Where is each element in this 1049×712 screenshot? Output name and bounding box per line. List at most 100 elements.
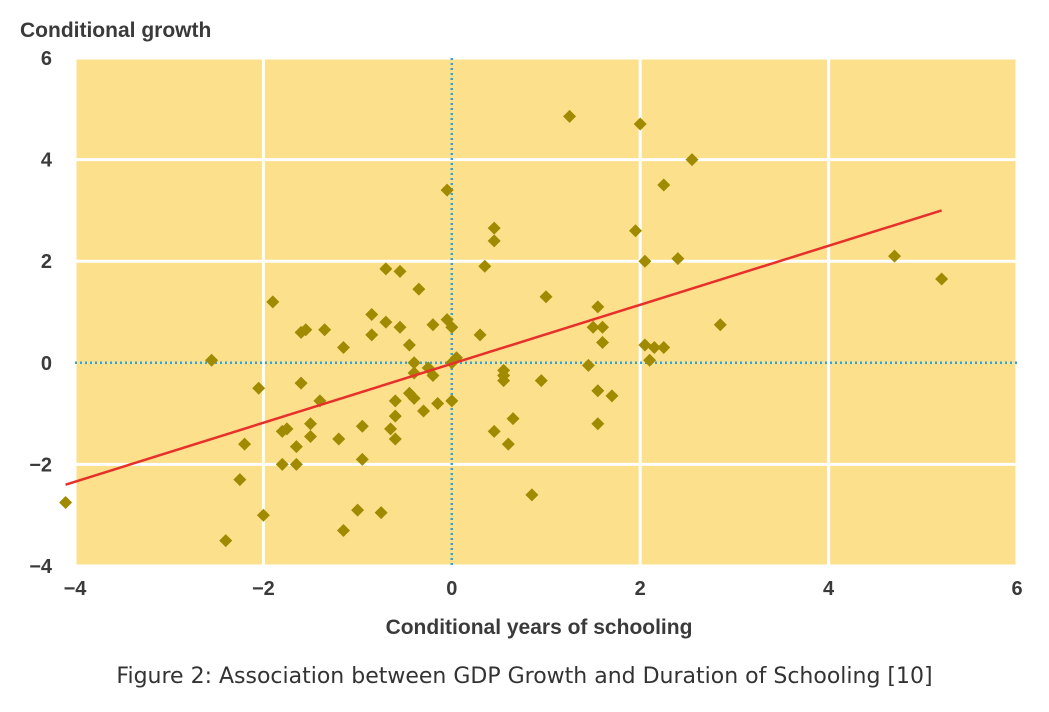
- data-point: [266, 295, 280, 309]
- data-point: [402, 338, 416, 352]
- data-point: [713, 318, 727, 332]
- data-point: [379, 262, 393, 276]
- data-point: [289, 457, 303, 471]
- data-point: [355, 452, 369, 466]
- plot-background: [75, 58, 1017, 566]
- data-point: [671, 252, 685, 266]
- data-point: [638, 338, 652, 352]
- data-point: [426, 318, 440, 332]
- data-point: [365, 308, 379, 322]
- data-point: [59, 496, 73, 509]
- x-tick-label: 6: [1011, 578, 1022, 600]
- data-point: [355, 419, 369, 433]
- data-point: [657, 178, 671, 192]
- zero-reference-lines: [75, 58, 1017, 566]
- data-point: [374, 506, 388, 520]
- data-point: [591, 417, 605, 431]
- data-point: [440, 183, 454, 197]
- data-point: [563, 109, 577, 123]
- data-point: [487, 234, 501, 248]
- data-point: [487, 221, 501, 235]
- data-point: [534, 374, 548, 388]
- data-point: [445, 320, 459, 334]
- data-point: [238, 437, 252, 451]
- data-point: [219, 534, 233, 548]
- data-point: [628, 224, 642, 238]
- data-point: [497, 374, 511, 388]
- y-tick-label: 2: [41, 251, 52, 273]
- y-tick-label: 4: [41, 150, 53, 172]
- trend-line: [65, 209, 943, 486]
- data-point: [501, 437, 515, 451]
- data-point: [643, 353, 657, 367]
- data-point: [336, 341, 350, 355]
- data-point: [304, 429, 317, 443]
- data-point: [233, 473, 247, 487]
- data-point: [299, 323, 313, 337]
- data-point: [586, 320, 600, 334]
- data-point: [294, 376, 308, 390]
- data-point: [393, 320, 407, 334]
- data-points: [59, 109, 949, 548]
- data-point: [275, 457, 289, 471]
- data-point: [388, 432, 402, 446]
- data-point: [596, 320, 610, 334]
- data-point: [318, 323, 332, 337]
- data-point: [431, 396, 445, 410]
- data-point: [388, 409, 402, 423]
- data-point: [581, 358, 595, 372]
- data-point: [332, 432, 346, 446]
- data-point: [407, 391, 421, 405]
- data-point: [935, 272, 949, 286]
- data-point: [379, 315, 393, 329]
- axis-tick-labels: −4 −2 0 2 4 6 −4 −2 0 2 4 6: [29, 48, 1022, 600]
- data-point: [256, 508, 270, 522]
- data-point: [647, 341, 661, 355]
- data-point: [591, 300, 605, 314]
- gridlines: [73, 56, 1019, 568]
- x-axis-label: Conditional years of schooling: [386, 616, 693, 639]
- data-point: [412, 282, 426, 296]
- data-point: [591, 384, 605, 398]
- figure-caption: Figure 2: Association between GDP Growth…: [116, 664, 933, 689]
- data-point: [657, 341, 671, 355]
- data-point: [365, 328, 379, 342]
- data-point: [351, 503, 365, 517]
- data-point: [596, 335, 610, 349]
- data-point: [473, 328, 487, 342]
- data-point: [633, 117, 647, 131]
- data-point: [205, 353, 219, 367]
- y-tick-label: −2: [29, 454, 52, 476]
- data-point: [417, 404, 431, 418]
- y-axis-label: Conditional growth: [20, 19, 211, 42]
- data-point: [252, 381, 266, 395]
- x-tick-label: 2: [635, 578, 646, 600]
- x-tick-label: −2: [252, 578, 275, 600]
- data-point: [478, 259, 492, 273]
- data-point: [506, 412, 520, 426]
- x-tick-label: 0: [446, 578, 457, 600]
- scatter-chart: −4 −2 0 2 4 6 −4 −2 0 2 4 6 Conditional growth Cond…: [20, 19, 1023, 639]
- data-point: [487, 424, 501, 438]
- y-tick-label: −4: [29, 556, 53, 578]
- data-point: [388, 394, 402, 408]
- data-point: [638, 254, 652, 268]
- data-point: [384, 422, 398, 436]
- data-point: [605, 389, 619, 403]
- y-tick-label: 6: [41, 48, 52, 70]
- data-point: [280, 422, 294, 436]
- data-point: [393, 264, 407, 278]
- data-point: [445, 394, 459, 408]
- data-point: [525, 488, 539, 502]
- data-point: [407, 356, 421, 370]
- data-point: [289, 440, 303, 454]
- y-tick-label: 0: [41, 353, 52, 375]
- data-point: [426, 369, 440, 382]
- data-point: [336, 523, 350, 537]
- x-tick-label: −4: [64, 578, 88, 600]
- data-point: [304, 417, 317, 431]
- data-point: [888, 249, 902, 263]
- data-point: [539, 290, 553, 304]
- x-tick-label: 4: [823, 578, 835, 600]
- data-point: [685, 153, 699, 167]
